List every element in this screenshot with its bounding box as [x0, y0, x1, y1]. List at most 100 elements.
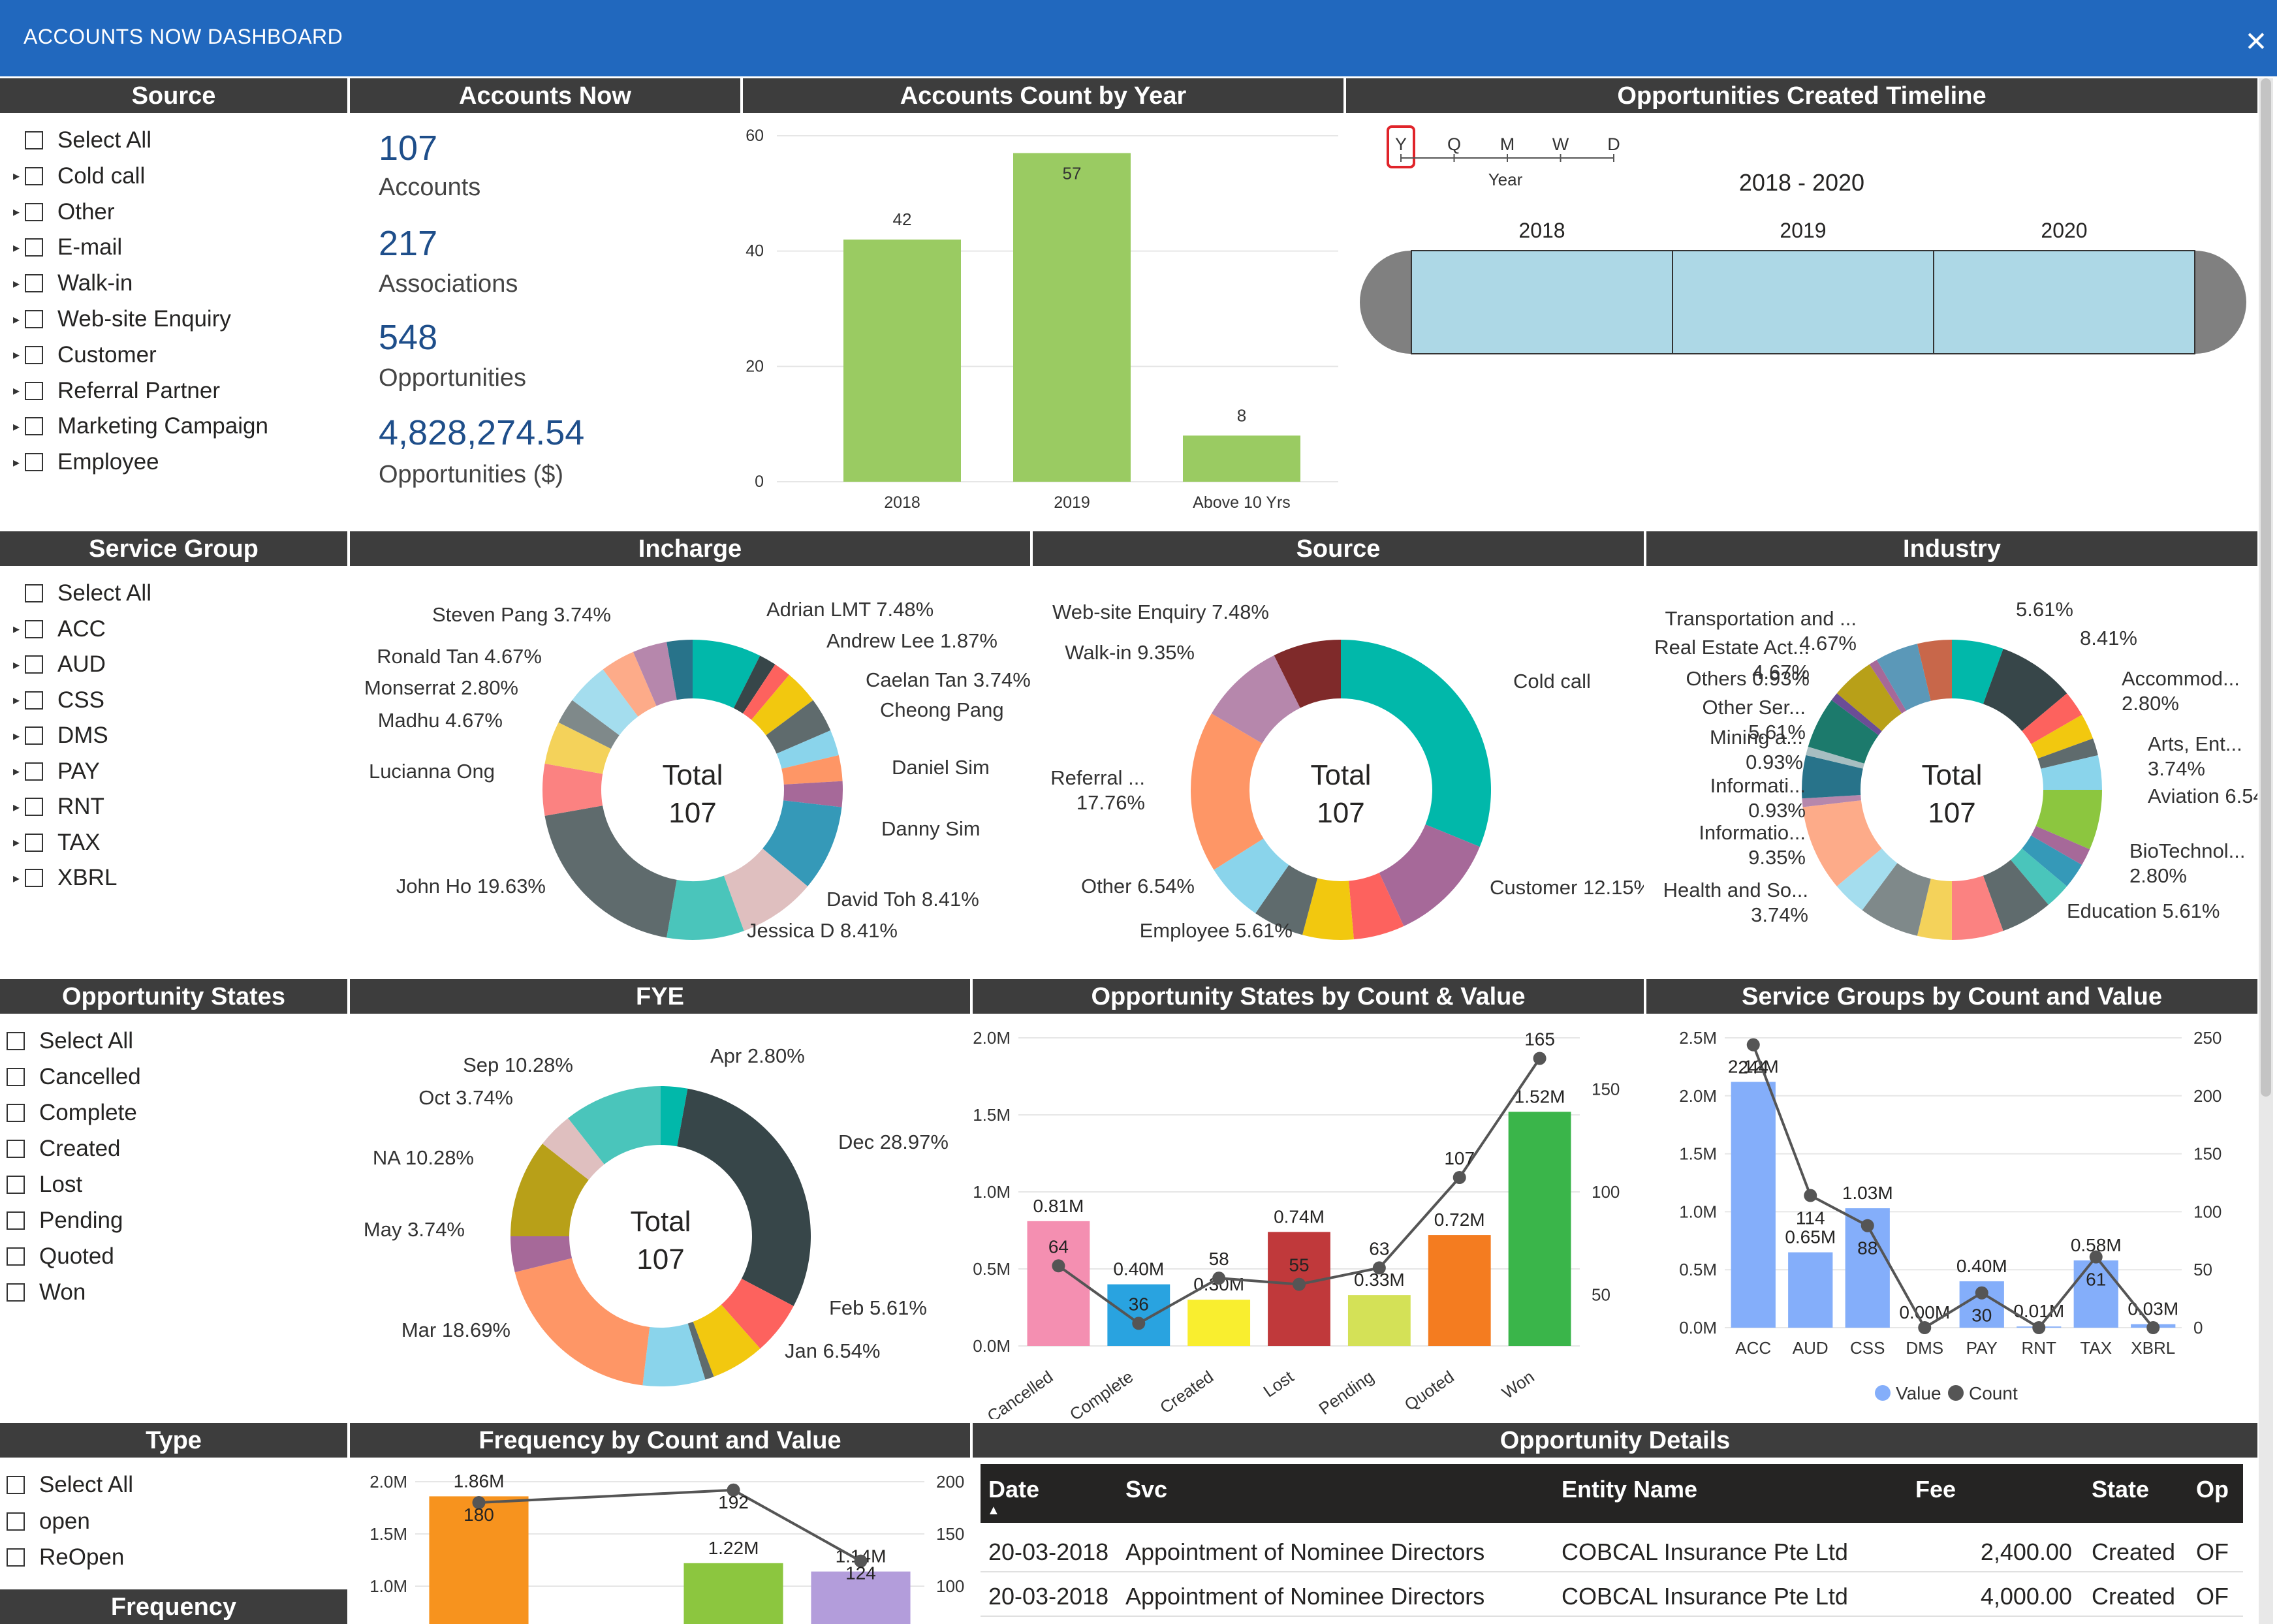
donut-slice[interactable]	[2022, 693, 2082, 745]
bar-Above 10 Yrs[interactable]	[1183, 435, 1300, 482]
donut-slice[interactable]	[667, 640, 693, 700]
donut-slice[interactable]	[558, 700, 620, 749]
checkbox[interactable]	[25, 274, 43, 293]
expand-caret-icon[interactable]: ▸	[13, 657, 20, 672]
donut-slice[interactable]	[544, 722, 611, 774]
donut-slice[interactable]	[1802, 795, 1861, 807]
checkbox[interactable]	[7, 1476, 25, 1494]
checkbox[interactable]	[25, 238, 43, 257]
donut-slice[interactable]	[693, 1304, 761, 1377]
bar[interactable]	[1107, 1284, 1170, 1346]
line-point[interactable]	[1804, 1189, 1817, 1202]
donut-slice[interactable]	[776, 730, 839, 769]
slicer-item[interactable]: ▸ Other	[13, 196, 115, 228]
expand-caret-icon[interactable]: ▸	[13, 800, 20, 815]
slicer-item[interactable]: ▸ TAX	[13, 826, 100, 859]
timeline-period-2020[interactable]	[1933, 250, 2195, 354]
slicer-item[interactable]: Select All	[13, 577, 151, 610]
donut-slice[interactable]	[542, 763, 603, 816]
bar[interactable]	[1187, 1300, 1251, 1346]
slicer-item[interactable]: ▸ PAY	[13, 755, 100, 788]
checkbox[interactable]	[25, 345, 43, 364]
column-header[interactable]: Op	[2188, 1464, 2243, 1523]
slicer-item[interactable]: Select All	[7, 1025, 133, 1057]
checkbox[interactable]	[7, 1211, 25, 1230]
slicer-item[interactable]: ▸ ACC	[13, 613, 106, 646]
donut-slice[interactable]	[1917, 640, 1952, 701]
donut-slice[interactable]	[1869, 659, 1906, 714]
checkbox[interactable]	[25, 310, 43, 328]
checkbox[interactable]	[7, 1176, 25, 1194]
donut-slice[interactable]	[751, 674, 813, 736]
slicer-item[interactable]: ▸ Web-site Enquiry	[13, 303, 231, 336]
line-point[interactable]	[1052, 1259, 1065, 1273]
slicer-item[interactable]: open	[7, 1505, 90, 1538]
donut-slice[interactable]	[1983, 860, 2049, 931]
line-point[interactable]	[1212, 1272, 1226, 1285]
checkbox[interactable]	[25, 381, 43, 400]
donut-slice[interactable]	[642, 1323, 706, 1386]
slicer-item[interactable]: Select All	[13, 124, 151, 157]
donut-slice[interactable]	[1836, 664, 1902, 731]
donut-slice[interactable]	[1917, 879, 1952, 940]
slicer-item[interactable]: ▸ XBRL	[13, 862, 117, 894]
donut-slice[interactable]	[1952, 640, 2003, 704]
donut-slice[interactable]	[661, 1086, 688, 1147]
expand-caret-icon[interactable]: ▸	[13, 312, 20, 327]
checkbox[interactable]	[25, 762, 43, 781]
line-point[interactable]	[1533, 1052, 1547, 1065]
donut-slice[interactable]	[677, 1088, 811, 1306]
donut-slice[interactable]	[1862, 863, 1931, 936]
checkbox[interactable]	[7, 1247, 25, 1266]
scrollbar-thumb[interactable]	[2261, 78, 2271, 1097]
checkbox[interactable]	[25, 619, 43, 638]
donut-slice[interactable]	[1806, 746, 1864, 769]
slicer-item[interactable]: ▸ CSS	[13, 684, 104, 717]
expand-caret-icon[interactable]: ▸	[13, 871, 20, 886]
column-header[interactable]: Entity Name	[1554, 1464, 1908, 1523]
checkbox[interactable]	[7, 1512, 25, 1531]
slicer-item[interactable]: ReOpen	[7, 1541, 124, 1574]
donut-slice[interactable]	[693, 640, 761, 708]
donut-slice[interactable]	[783, 781, 843, 807]
donut-slice[interactable]	[762, 800, 842, 886]
expand-caret-icon[interactable]: ▸	[13, 455, 20, 470]
checkbox[interactable]	[25, 453, 43, 472]
checkbox[interactable]	[25, 131, 43, 149]
donut-slice[interactable]	[1274, 640, 1341, 708]
slicer-item[interactable]: ▸ Walk-in	[13, 267, 133, 300]
line-point[interactable]	[472, 1496, 486, 1509]
donut-slice[interactable]	[1302, 878, 1354, 940]
donut-slice[interactable]	[1211, 655, 1300, 743]
line-point[interactable]	[2032, 1321, 2046, 1334]
bar[interactable]	[429, 1496, 529, 1624]
donut-slice[interactable]	[542, 1117, 605, 1180]
column-header[interactable]: Fee	[1908, 1464, 2084, 1523]
slicer-item[interactable]: ▸ Employee	[13, 446, 159, 478]
expand-caret-icon[interactable]: ▸	[13, 419, 20, 434]
slicer-item[interactable]: Lost	[7, 1168, 82, 1201]
donut-slice[interactable]	[603, 651, 657, 717]
donut-slice[interactable]	[2037, 738, 2098, 769]
slicer-item[interactable]: ▸ DMS	[13, 719, 108, 752]
donut-slice[interactable]	[2031, 715, 2094, 759]
expand-caret-icon[interactable]: ▸	[13, 728, 20, 743]
bar-2018[interactable]	[843, 240, 961, 482]
bar[interactable]	[1347, 1295, 1411, 1346]
bar[interactable]	[811, 1571, 911, 1624]
timeline-left-handle[interactable]	[1360, 251, 1411, 354]
donut-slice[interactable]	[2035, 790, 2102, 850]
slicer-item[interactable]: ▸ E-mail	[13, 231, 122, 264]
slicer-item[interactable]: Pending	[7, 1204, 123, 1237]
donut-slice[interactable]	[1831, 693, 1882, 736]
donut-slice[interactable]	[1341, 640, 1491, 847]
checkbox[interactable]	[25, 417, 43, 436]
line-point[interactable]	[1746, 1038, 1760, 1052]
donut-slice[interactable]	[742, 664, 789, 720]
donut-slice[interactable]	[2022, 835, 2082, 886]
donut-slice[interactable]	[1808, 700, 1879, 764]
donut-slice[interactable]	[544, 805, 677, 938]
slicer-item[interactable]: Created	[7, 1132, 121, 1165]
checkbox[interactable]	[7, 1104, 25, 1122]
checkbox[interactable]	[7, 1068, 25, 1086]
